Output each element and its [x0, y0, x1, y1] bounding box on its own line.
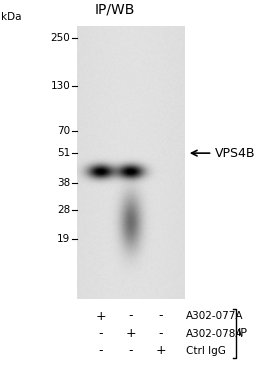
Text: A302-077A: A302-077A	[186, 311, 243, 321]
Text: 51: 51	[57, 148, 70, 158]
Text: kDa: kDa	[1, 12, 22, 22]
Text: -: -	[98, 327, 103, 340]
Text: 28: 28	[57, 205, 70, 215]
Text: +: +	[155, 344, 166, 357]
Text: -: -	[158, 310, 163, 322]
Text: 250: 250	[51, 33, 70, 43]
Text: 70: 70	[57, 126, 70, 136]
Text: VPS4B: VPS4B	[215, 147, 255, 160]
Text: IP/WB: IP/WB	[94, 3, 135, 17]
Text: -: -	[128, 310, 133, 322]
Text: -: -	[128, 344, 133, 357]
Text: +: +	[125, 327, 136, 340]
Text: -: -	[158, 327, 163, 340]
Text: -: -	[98, 344, 103, 357]
Text: 38: 38	[57, 178, 70, 188]
Text: 130: 130	[51, 81, 70, 91]
Text: 19: 19	[57, 234, 70, 244]
Text: IP: IP	[238, 328, 248, 338]
Text: A302-078A: A302-078A	[186, 329, 243, 338]
Text: +: +	[95, 310, 106, 322]
Text: Ctrl IgG: Ctrl IgG	[186, 346, 226, 356]
